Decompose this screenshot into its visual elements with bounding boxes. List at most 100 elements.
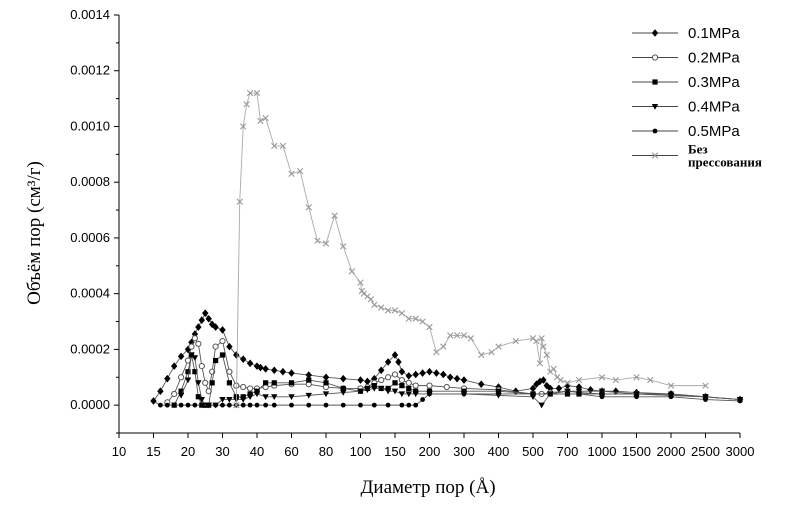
data-point bbox=[385, 402, 391, 408]
data-point bbox=[406, 402, 412, 408]
y-tick-label: 0.0014 bbox=[70, 7, 110, 22]
data-point bbox=[702, 382, 709, 389]
x-tick-label: 200 bbox=[419, 444, 441, 459]
data-point bbox=[288, 369, 295, 377]
data-point bbox=[453, 374, 461, 383]
data-point bbox=[598, 388, 606, 395]
data-point bbox=[226, 342, 233, 351]
data-point bbox=[427, 391, 432, 397]
data-point bbox=[443, 383, 450, 391]
data-point bbox=[550, 365, 557, 373]
data-point bbox=[306, 402, 312, 408]
data-point bbox=[433, 348, 440, 356]
data-point bbox=[340, 390, 347, 396]
data-point bbox=[198, 316, 205, 324]
y-tick-label: 0.0012 bbox=[70, 63, 110, 78]
x-tick-label: 1500 bbox=[622, 444, 651, 459]
data-point bbox=[262, 394, 269, 400]
data-point bbox=[340, 402, 346, 408]
data-point bbox=[227, 402, 232, 408]
data-point bbox=[378, 304, 385, 311]
data-point bbox=[540, 376, 547, 384]
data-point bbox=[177, 352, 185, 361]
data-point bbox=[564, 379, 571, 387]
data-point bbox=[226, 380, 232, 386]
data-point bbox=[322, 391, 330, 398]
data-point bbox=[306, 377, 312, 383]
data-point bbox=[385, 374, 392, 381]
data-point bbox=[188, 343, 195, 350]
data-point bbox=[564, 388, 571, 395]
x-tick-label: 400 bbox=[488, 444, 510, 459]
y-axis-title: Объём пор (см³/г) bbox=[24, 161, 45, 305]
data-point bbox=[461, 391, 467, 397]
data-point bbox=[246, 89, 254, 97]
data-point bbox=[322, 373, 330, 382]
data-point bbox=[412, 315, 419, 322]
x-tick-label: 10 bbox=[112, 444, 126, 459]
data-point bbox=[202, 379, 209, 386]
data-point bbox=[412, 370, 419, 379]
data-point bbox=[296, 167, 304, 175]
data-point bbox=[209, 380, 215, 386]
data-point bbox=[263, 402, 269, 408]
data-point bbox=[247, 385, 254, 392]
legend-label: прессования bbox=[688, 155, 762, 170]
data-point bbox=[257, 117, 264, 125]
data-point bbox=[647, 376, 654, 384]
data-point bbox=[419, 318, 426, 325]
data-point bbox=[198, 363, 205, 370]
data-point bbox=[419, 369, 426, 377]
data-point bbox=[612, 387, 619, 395]
data-point bbox=[212, 343, 219, 350]
data-point bbox=[340, 374, 347, 383]
legend-marker bbox=[652, 79, 658, 85]
data-point bbox=[440, 343, 447, 350]
data-point bbox=[322, 240, 330, 247]
data-point bbox=[529, 384, 537, 393]
data-point bbox=[246, 394, 254, 400]
data-point bbox=[253, 391, 261, 398]
data-point bbox=[737, 398, 743, 404]
data-point bbox=[213, 402, 219, 408]
legend-marker bbox=[652, 128, 658, 134]
data-point bbox=[412, 382, 419, 389]
data-point bbox=[367, 296, 375, 303]
legend-marker bbox=[651, 103, 659, 110]
data-point bbox=[612, 376, 619, 384]
legend-marker bbox=[651, 54, 659, 61]
data-point bbox=[271, 394, 278, 400]
data-point bbox=[271, 402, 277, 408]
data-point bbox=[399, 383, 405, 389]
data-point bbox=[633, 391, 640, 398]
data-point bbox=[246, 359, 254, 368]
series-5 bbox=[151, 391, 743, 408]
data-point bbox=[460, 376, 468, 384]
x-tick-label: 80 bbox=[319, 444, 333, 459]
data-point bbox=[405, 315, 412, 322]
data-point bbox=[406, 385, 412, 392]
data-point bbox=[219, 397, 226, 403]
data-point bbox=[288, 380, 295, 386]
data-point bbox=[202, 309, 209, 317]
data-point bbox=[240, 355, 247, 363]
data-point bbox=[399, 402, 405, 408]
data-point bbox=[254, 388, 260, 394]
legend-entry: 0.1MPa bbox=[632, 25, 740, 42]
data-point bbox=[391, 371, 399, 378]
data-point bbox=[184, 377, 192, 384]
legend-entry: 0.3MPa bbox=[632, 74, 740, 91]
data-point bbox=[426, 323, 433, 331]
data-point bbox=[668, 394, 674, 400]
data-point bbox=[540, 343, 547, 350]
data-point bbox=[305, 392, 312, 399]
data-point bbox=[198, 397, 205, 403]
legend-entry: 0.4MPa bbox=[632, 99, 740, 116]
axes-layer: 0.0000 0.0002 0.0004 0.0006 0.0008 0.0010 0.00… bbox=[70, 7, 754, 459]
data-point bbox=[512, 337, 519, 345]
data-point bbox=[263, 380, 269, 386]
legend-entry: 0.5MPa bbox=[632, 123, 740, 140]
data-point bbox=[195, 380, 202, 387]
data-point bbox=[412, 391, 419, 398]
data-point bbox=[384, 307, 392, 314]
